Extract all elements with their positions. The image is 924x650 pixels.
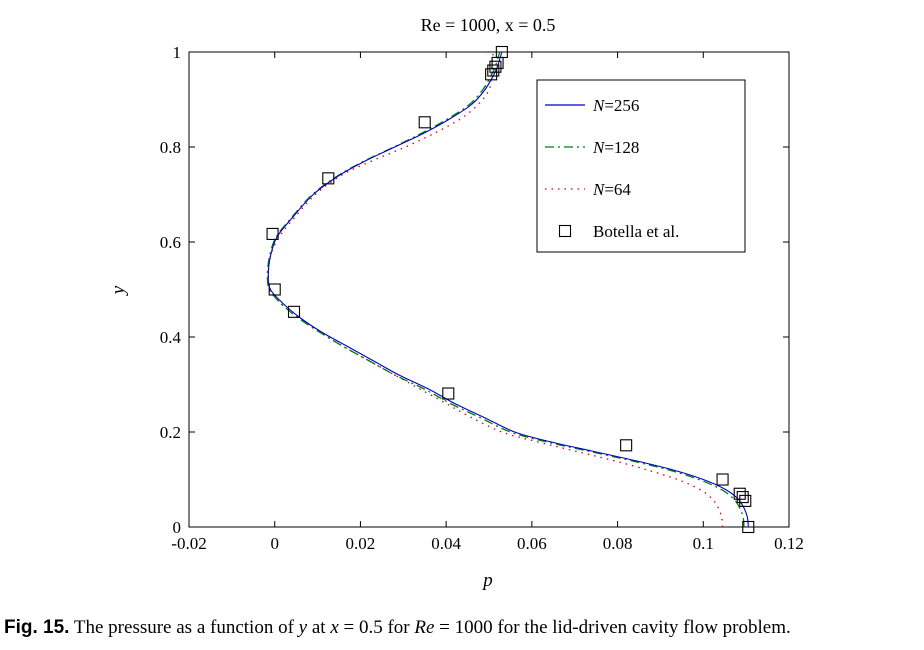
plot-frame xyxy=(188,51,790,528)
botella-marker xyxy=(287,305,301,318)
botella-marker xyxy=(742,520,755,534)
legend-label: N=64 xyxy=(592,180,631,199)
legend-label-var: N xyxy=(592,96,606,115)
x-tick-label: 0 xyxy=(270,534,279,553)
x-tick-label: 0.08 xyxy=(603,534,633,553)
y-tick-label: 0.8 xyxy=(160,138,181,157)
y-tick-label: 1 xyxy=(173,43,182,62)
series-line-n128 xyxy=(266,51,745,528)
y-tick-label: 0.2 xyxy=(160,423,181,442)
x-axis-ticks: -0.02 0 0.02 0.04 0.06 0.08 0.1 0.12 xyxy=(171,52,804,553)
caption-text-1: The pressure as a function of xyxy=(73,617,299,638)
botella-marker xyxy=(495,45,508,59)
legend-label-botella: Botella et al. xyxy=(593,222,679,241)
caption-var-x: x xyxy=(330,617,339,638)
caption-text-3: = 0.5 for xyxy=(338,617,415,638)
y-tick-label: 0 xyxy=(173,518,182,537)
legend-label-value: =256 xyxy=(604,96,639,115)
y-axis-ticks: 0 0.2 0.4 0.6 0.8 1 xyxy=(160,43,789,537)
botella-marker xyxy=(487,64,500,77)
legend-label: N=256 xyxy=(592,96,639,115)
legend-label-var: N xyxy=(592,138,606,157)
botella-marker xyxy=(736,491,749,504)
caption-text-2: at xyxy=(307,617,331,638)
botella-marker xyxy=(322,172,335,185)
caption-var-re: Re xyxy=(414,617,435,638)
plot-series xyxy=(266,51,749,528)
caption-label: Fig. 15. xyxy=(4,617,70,638)
botella-marker xyxy=(489,60,502,73)
y-tick-label: 0.4 xyxy=(160,328,182,347)
legend-label: N=128 xyxy=(592,138,639,157)
x-tick-label: 0.1 xyxy=(693,534,714,553)
legend-box xyxy=(536,79,746,253)
botella-marker xyxy=(266,227,279,240)
x-tick-label: 0.04 xyxy=(431,534,461,553)
botella-marker xyxy=(620,439,633,452)
y-axis-label: y xyxy=(108,285,129,296)
x-axis-label: p xyxy=(481,570,493,591)
caption-text-4: = 1000 for the lid-driven cavity flow pr… xyxy=(434,617,791,638)
botella-marker xyxy=(716,473,729,486)
x-tick-label: 0.02 xyxy=(346,534,376,553)
reference-markers xyxy=(266,45,755,534)
x-tick-label: 0.12 xyxy=(774,534,804,553)
botella-marker xyxy=(268,283,281,296)
legend-swatch-marker xyxy=(558,224,572,238)
caption-var-y: y xyxy=(298,617,308,638)
plot-axes xyxy=(188,51,790,528)
chart-title: Re = 1000, x = 0.5 xyxy=(421,15,556,35)
botella-marker xyxy=(418,116,431,129)
legend-label-value: =64 xyxy=(604,180,631,199)
y-tick-label: 0.6 xyxy=(160,233,181,252)
botella-marker xyxy=(733,487,746,500)
x-tick-label: 0.06 xyxy=(517,534,547,553)
botella-marker xyxy=(442,387,455,400)
series-line-n256 xyxy=(267,51,749,528)
figure-caption: Fig. 15. The pressure as a function of y… xyxy=(4,617,791,639)
botella-marker xyxy=(485,68,498,81)
legend-label-value: =128 xyxy=(604,138,639,157)
x-tick-label: -0.02 xyxy=(171,534,206,553)
legend-label-var: N xyxy=(592,180,606,199)
